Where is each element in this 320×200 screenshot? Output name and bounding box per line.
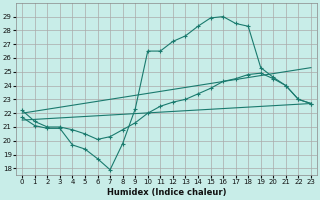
X-axis label: Humidex (Indice chaleur): Humidex (Indice chaleur)	[107, 188, 226, 197]
